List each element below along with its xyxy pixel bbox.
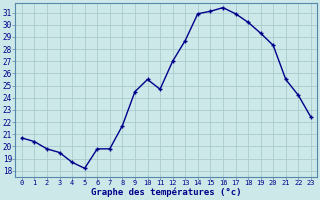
X-axis label: Graphe des températures (°c): Graphe des températures (°c) [91,188,242,197]
